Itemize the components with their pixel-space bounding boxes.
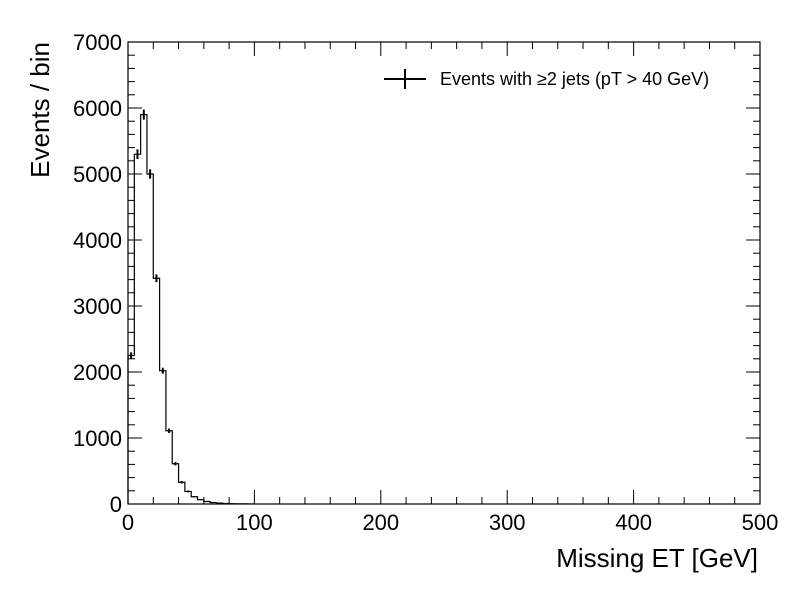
legend: Events with ≥2 jets (pT > 40 GeV): [384, 69, 709, 89]
x-tick-label: 500: [742, 510, 779, 535]
x-axis-title: Missing ET [GeV]: [556, 543, 758, 573]
axis-ticks: [127, 41, 761, 505]
x-tick-label: 400: [615, 510, 652, 535]
y-axis-title: Events / bin: [25, 42, 55, 178]
x-tick-label: 0: [122, 510, 134, 535]
y-tick-label: 6000: [73, 96, 122, 121]
x-tick-labels: 0 100 200 300 400 500: [122, 510, 778, 535]
y-tick-label: 1000: [73, 426, 122, 451]
y-tick-label: 3000: [73, 294, 122, 319]
y-tick-label: 0: [110, 492, 122, 517]
y-tick-labels: 0 1000 2000 3000 4000 5000 6000 7000: [73, 30, 122, 517]
plot-frame: [127, 41, 761, 505]
x-tick-label: 100: [236, 510, 273, 535]
legend-label: Events with ≥2 jets (pT > 40 GeV): [440, 69, 709, 89]
y-tick-label: 4000: [73, 228, 122, 253]
x-tick-label: 200: [362, 510, 399, 535]
y-tick-label: 7000: [73, 30, 122, 55]
x-tick-label: 300: [489, 510, 526, 535]
y-tick-label: 5000: [73, 162, 122, 187]
y-tick-label: 2000: [73, 360, 122, 385]
